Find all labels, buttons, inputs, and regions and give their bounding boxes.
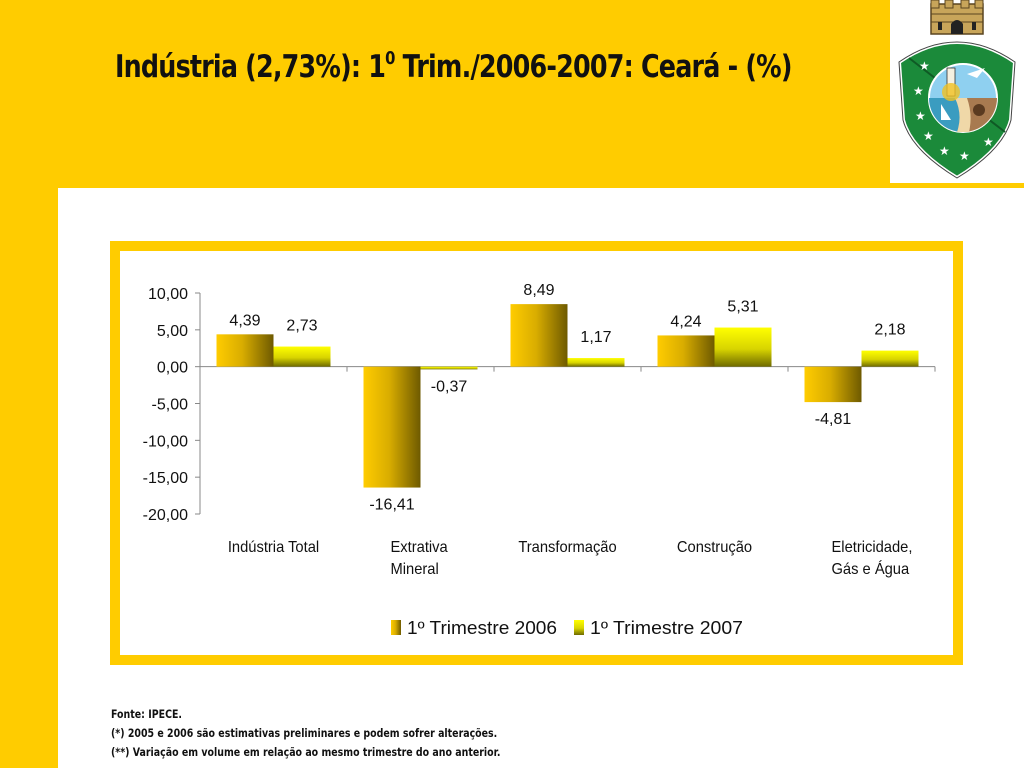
category-labels: Indústria Total Extrativa Mineral Transform… bbox=[228, 538, 913, 578]
header-band bbox=[58, 0, 890, 188]
legend-label-2007: 1º Trimestre 2007 bbox=[590, 618, 743, 638]
y-tick-label: -20,00 bbox=[143, 507, 188, 524]
category-label: Indústria Total bbox=[228, 538, 319, 556]
svg-text:★: ★ bbox=[983, 135, 994, 149]
y-tick-label: -10,00 bbox=[143, 433, 188, 450]
category-label: Extrativa bbox=[390, 538, 448, 556]
svg-text:★: ★ bbox=[939, 144, 950, 158]
left-accent-strip bbox=[0, 0, 58, 768]
bar-2006 bbox=[804, 366, 862, 403]
bar-2006 bbox=[657, 335, 715, 367]
bar-2006 bbox=[510, 304, 568, 367]
bar-2007 bbox=[714, 327, 772, 367]
data-label: -0,37 bbox=[431, 378, 468, 395]
bar-2006 bbox=[216, 334, 274, 367]
category-label: Eletricidade, bbox=[832, 538, 913, 556]
legend-swatch-2006 bbox=[391, 620, 401, 635]
data-label: 8,49 bbox=[523, 282, 554, 299]
ceara-coat-of-arms-logo: ★ ★ ★ ★ ★ ★ ★ bbox=[896, 0, 1018, 181]
title-superscript: 0 bbox=[385, 48, 395, 69]
footnotes: Fonte: IPECE. (*) 2005 e 2006 são estima… bbox=[111, 705, 501, 762]
stars-icon: ★ ★ ★ ★ ★ ★ ★ bbox=[913, 59, 994, 163]
bar-2007 bbox=[861, 350, 919, 367]
y-tick-label: 0,00 bbox=[157, 360, 188, 377]
y-tick-label: -5,00 bbox=[152, 397, 189, 414]
category-label: Transformação bbox=[518, 538, 616, 556]
y-tick-label: 5,00 bbox=[157, 323, 188, 340]
bars bbox=[216, 304, 919, 488]
data-label: -16,41 bbox=[369, 497, 414, 514]
data-label: -4,81 bbox=[815, 411, 852, 428]
bar-2007 bbox=[420, 366, 478, 370]
svg-text:★: ★ bbox=[913, 84, 924, 98]
category-label: Gás e Água bbox=[832, 560, 910, 578]
data-label: 2,73 bbox=[286, 318, 317, 335]
y-tick-label: -15,00 bbox=[143, 470, 188, 487]
data-label: 4,39 bbox=[229, 312, 260, 329]
bar-2007 bbox=[273, 346, 331, 367]
category-label: Mineral bbox=[390, 560, 438, 578]
data-label: 1,17 bbox=[580, 329, 611, 346]
bar-2007 bbox=[567, 358, 625, 367]
footnote-estimates: (*) 2005 e 2006 são estimativas prelimin… bbox=[111, 726, 498, 740]
data-label: 2,18 bbox=[874, 322, 905, 339]
footnote-variation: (**) Variação em volume em relação ao me… bbox=[111, 745, 501, 759]
data-labels: 4,39 2,73 -16,41 -0,37 8,49 1,17 4,24 5,31 -4,81… bbox=[229, 282, 905, 513]
header-bottom-line bbox=[890, 183, 1024, 188]
title-main: Indústria (2,73%): 1 bbox=[115, 49, 386, 85]
legend-swatch-2007 bbox=[574, 620, 584, 635]
legend: 1º Trimestre 2006 1º Trimestre 2007 bbox=[391, 618, 743, 638]
svg-text:★: ★ bbox=[919, 59, 930, 73]
data-label: 4,24 bbox=[670, 313, 701, 330]
svg-text:★: ★ bbox=[915, 109, 926, 123]
y-tick-label: 10,00 bbox=[148, 286, 188, 303]
bar-2006 bbox=[363, 366, 421, 488]
castle-crown-icon bbox=[930, 0, 984, 35]
category-label: Construção bbox=[677, 538, 752, 556]
slide-title: Indústria (2,73%): 10 Trim./2006-2007: C… bbox=[115, 48, 792, 85]
svg-text:★: ★ bbox=[923, 129, 934, 143]
svg-text:★: ★ bbox=[959, 149, 970, 163]
data-label: 5,31 bbox=[727, 299, 758, 316]
legend-label-2006: 1º Trimestre 2006 bbox=[407, 618, 557, 638]
footnote-source: Fonte: IPECE. bbox=[111, 707, 183, 721]
title-rest: Trim./2006-2007: Ceará - (%) bbox=[394, 49, 793, 85]
